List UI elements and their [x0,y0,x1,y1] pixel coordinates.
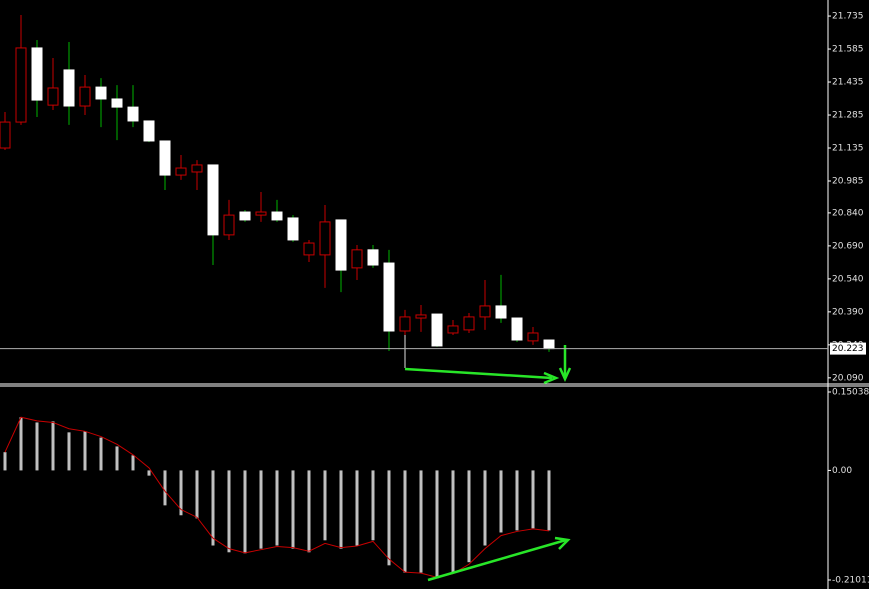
histogram-bar [227,470,231,553]
candle-body [31,47,43,101]
histogram-bar [51,421,55,471]
candle-body [527,332,539,342]
candle-body [335,219,347,271]
histogram-bar [35,422,39,471]
candle-body [111,98,123,108]
arrow-head [554,536,571,550]
y-tick-label: 20.840 [832,208,864,218]
candle-body [543,339,555,350]
candle-body [415,314,427,319]
histogram-bar [195,470,199,519]
histogram-bar [371,470,375,541]
histogram-bar [83,431,87,471]
histogram-bar [291,470,295,549]
candle-body [47,87,59,106]
candle-body [351,249,363,269]
candle-body [287,217,299,241]
arrow-head [558,367,572,383]
histogram-bar [403,470,407,573]
histogram-bar [515,470,519,531]
y-tick-label: 20.540 [832,274,864,284]
histogram-bar [483,470,487,546]
histogram-bar [419,470,423,573]
y-tick-label: 0.15038 [832,388,869,398]
candle-body [463,316,475,331]
candle-body [143,120,155,142]
histogram-bar [499,470,503,533]
histogram-bar [211,470,215,546]
candle-body [367,249,379,266]
candle-body [447,325,459,334]
trend-arrow [427,538,567,582]
y-tick-label: 20.390 [832,307,864,317]
histogram-bar [147,470,151,476]
candle-body [383,262,395,332]
candle-body [479,305,491,318]
candle-body [159,140,171,176]
candle-body [431,313,443,347]
candle-body [511,317,523,341]
y-tick-label: 20.090 [832,373,864,383]
histogram-bar [67,432,71,471]
histogram-bar [355,470,359,546]
histogram-bar [131,455,135,471]
candle-body [207,164,219,236]
candle-body [191,164,203,173]
candle-body [127,106,139,122]
histogram-bar [99,437,103,471]
candle-body [319,221,331,256]
last-price-box [830,342,866,355]
y-tick-label: 20.985 [832,177,864,187]
histogram-bar [115,446,119,471]
histogram-bar [19,417,23,471]
y-tick-label: -0.21011 [832,575,869,585]
histogram-bar [467,470,471,563]
histogram-bar [163,470,167,506]
histogram-bar [179,470,183,516]
histogram-bar [531,470,535,529]
candle-body [175,167,187,176]
last-price-label: 20.223 [832,344,864,354]
candle-body [95,86,107,100]
drawn-arrows [404,335,572,582]
candle-body [223,214,235,236]
histogram-bar [275,470,279,546]
histogram-bar [259,470,263,549]
y-tick-label: 21.135 [832,144,864,154]
candle-body [239,211,251,221]
candle-body [0,121,11,149]
histogram-bar [387,470,391,566]
histogram-bar [451,470,455,573]
candle-body [255,211,267,216]
histogram-bar [3,452,7,471]
candle-body [271,211,283,221]
histogram-bar [339,470,343,549]
candle-body [495,305,507,319]
y-tick-label: 20.690 [832,241,864,251]
y-tick-label: 21.585 [832,45,864,55]
candle-body [303,242,315,256]
histogram-bar [307,470,311,553]
candle-body [15,47,27,123]
histogram-bar [547,470,551,531]
y-tick-label: 21.435 [832,78,864,88]
y-tick-label: 21.285 [832,111,864,121]
y-tick-label: 21.735 [832,12,864,22]
histogram-bar [323,470,327,541]
trend-arrow [404,367,553,380]
candle-body [79,86,91,107]
candle-body [399,316,411,332]
histogram-bar [435,470,439,579]
arrow-head [543,371,560,385]
histogram-bar [243,470,247,554]
candle-body [63,69,75,107]
y-tick-label: 0.00 [832,466,852,476]
